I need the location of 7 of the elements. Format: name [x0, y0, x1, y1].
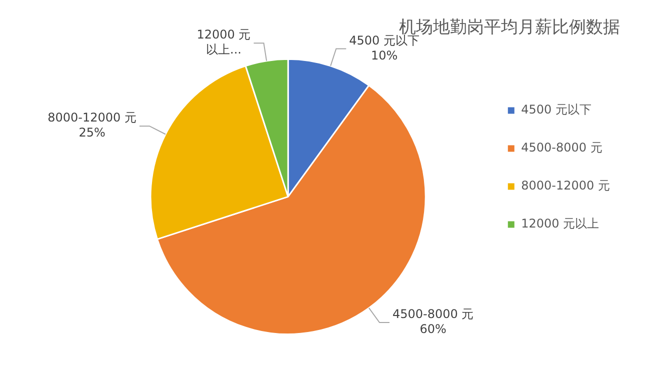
- legend-label: 12000 元以上: [521, 216, 600, 231]
- data-label: 8000-12000 元 25%: [48, 110, 136, 140]
- legend-label: 8000-12000 元: [521, 178, 610, 193]
- data-label: 4500-8000 元 60%: [392, 307, 474, 336]
- legend-label: 4500-8000 元: [521, 140, 602, 155]
- data-label: 12000 元以上...: [196, 28, 251, 57]
- legend-label: 4500 元以下: [521, 102, 592, 117]
